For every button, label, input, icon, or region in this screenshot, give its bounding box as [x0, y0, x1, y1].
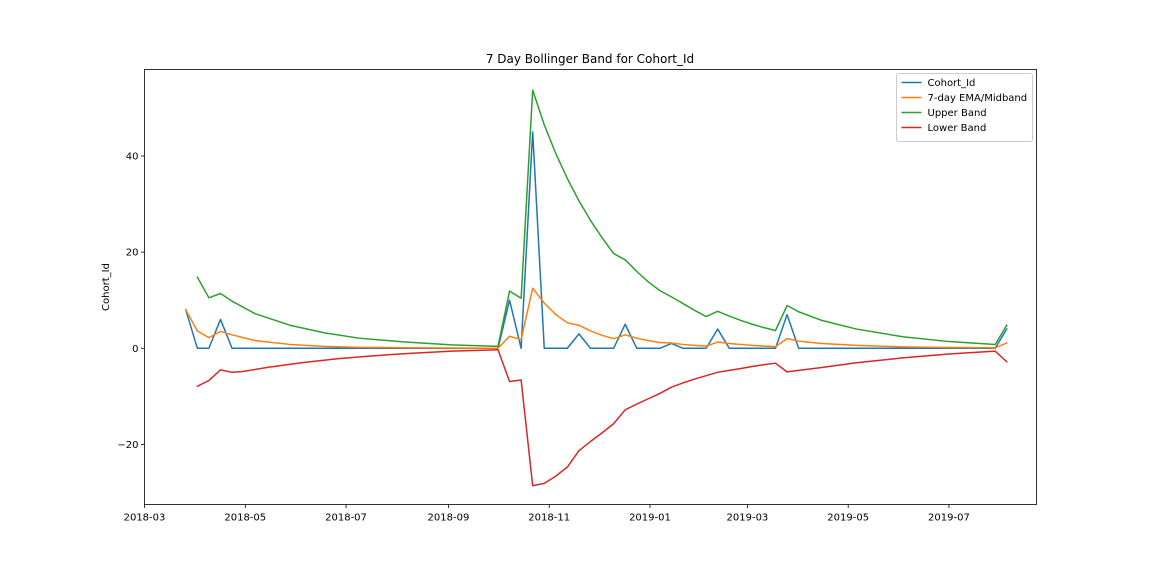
y-axis-label: Cohort_Id	[101, 263, 112, 311]
series-line-1	[184, 131, 1008, 350]
y-tick-label: 40	[126, 152, 139, 163]
plot-frame	[144, 69, 1037, 505]
x-tick-label: 2018-07	[325, 513, 367, 524]
legend: Cohort_Id 7-day EMA/Midband Upper Band Lowe…	[896, 73, 1033, 142]
legend-box	[896, 73, 1033, 142]
x-tick-label: 2018-05	[224, 513, 266, 524]
y-axis-ticks: −20 0 20 40	[117, 152, 145, 451]
series-line-3	[196, 89, 1008, 348]
x-axis-ticks: 2018-03 2018-05 2018-07 2018-09 2018-11 2019-…	[124, 504, 970, 524]
x-tick-label: 2019-05	[827, 513, 869, 524]
chart-title: 7 Day Bollinger Band for Cohort_Id	[486, 52, 694, 66]
legend-label: Lower Band	[928, 123, 987, 134]
x-tick-label: 2018-03	[124, 513, 166, 524]
legend-label: Cohort_Id	[928, 78, 976, 89]
x-tick-label: 2018-09	[428, 513, 470, 524]
legend-label: Upper Band	[928, 108, 987, 119]
legend-label: 7-day EMA/Midband	[928, 93, 1028, 104]
x-tick-label: 2018-11	[528, 513, 570, 524]
x-tick-label: 2019-07	[928, 513, 970, 524]
y-tick-label: 20	[126, 248, 139, 259]
series-layer	[184, 89, 1008, 487]
x-tick-label: 2019-01	[629, 513, 671, 524]
series-line-2	[184, 287, 1008, 350]
x-tick-label: 2019-03	[727, 513, 769, 524]
series-line-4	[196, 348, 1008, 487]
y-tick-label: 0	[132, 344, 138, 355]
y-tick-label: −20	[117, 440, 138, 451]
